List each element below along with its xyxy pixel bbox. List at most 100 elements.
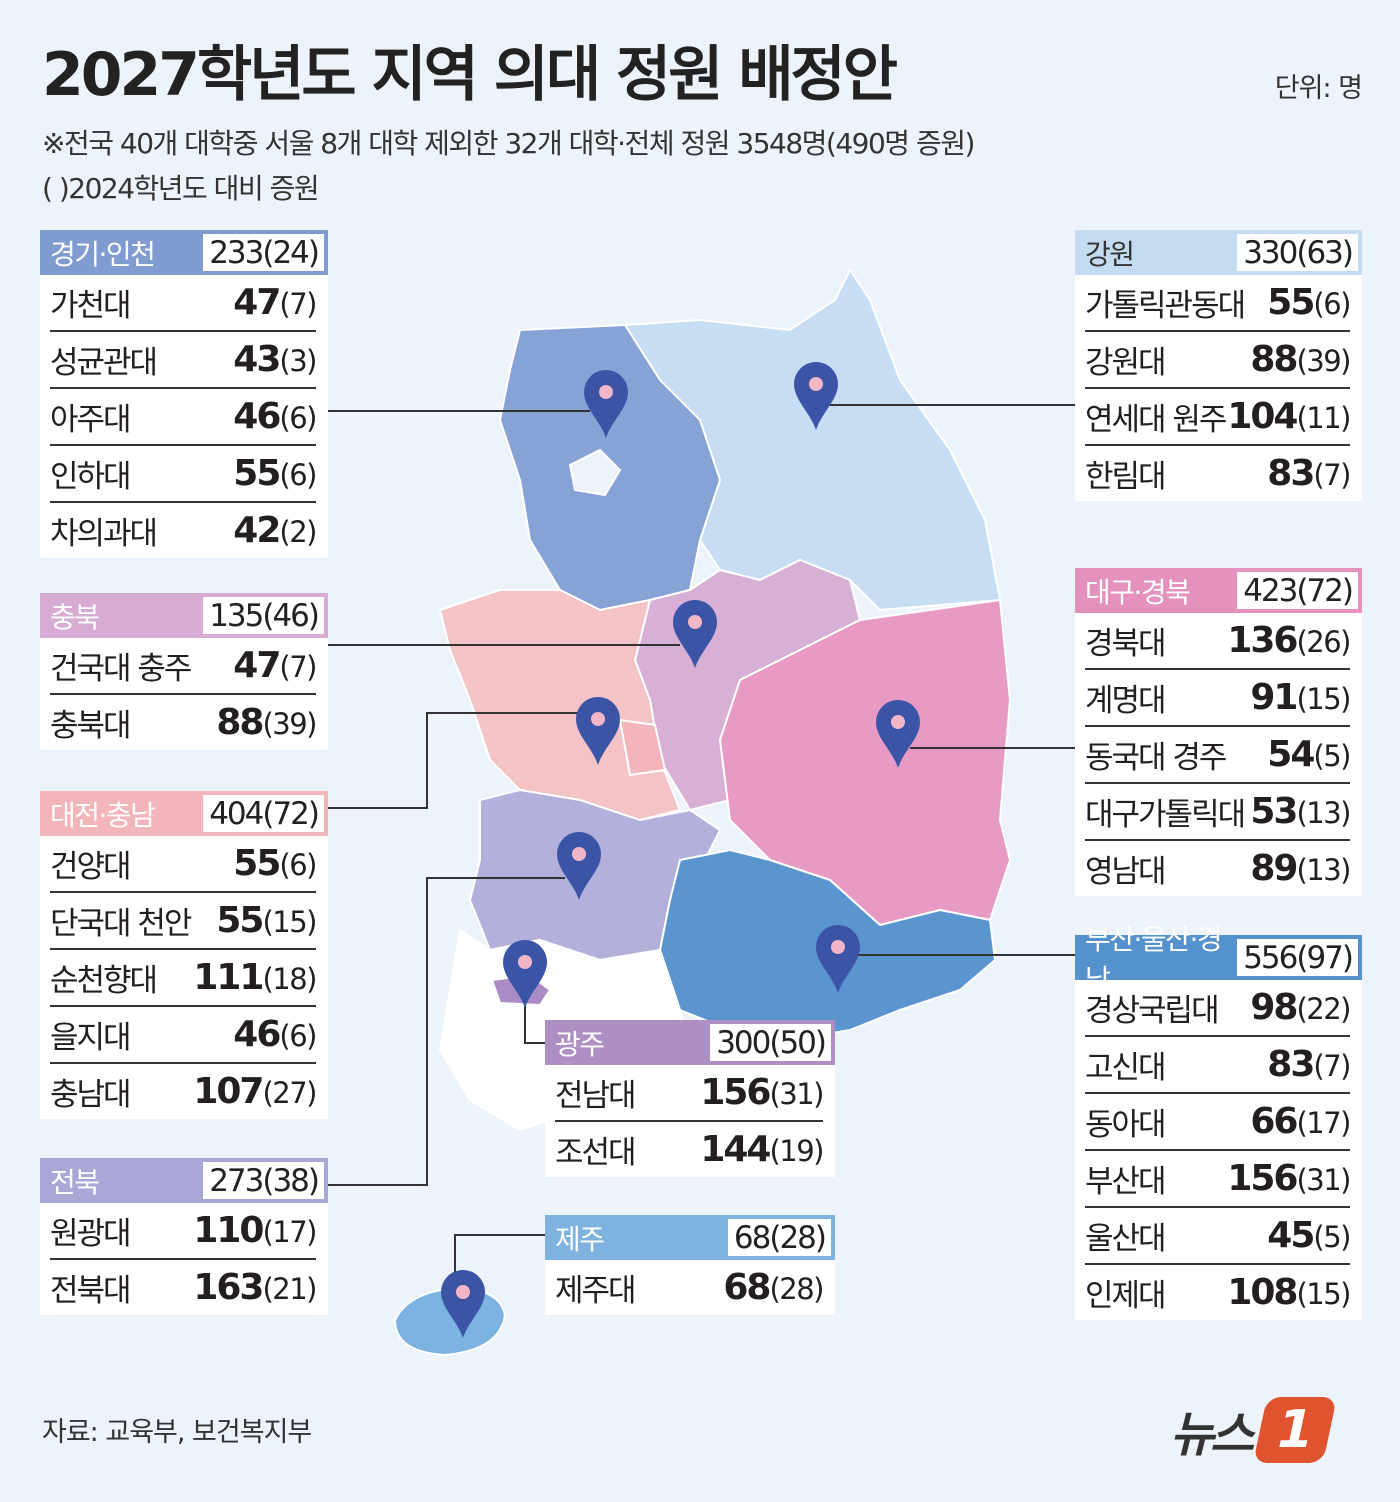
school-name: 영남대: [1085, 854, 1167, 890]
quota-increase: (31): [769, 1077, 824, 1111]
school-row: 영남대 89(13): [1085, 841, 1351, 896]
total-increase: (38): [262, 1162, 320, 1199]
region-chungnam: [438, 589, 682, 822]
school-quota: 55(6): [233, 843, 317, 884]
source-label: 자료: 교육부, 보건복지부: [42, 1417, 312, 1448]
school-row: 부산대 156(31): [1085, 1151, 1351, 1208]
school-name: 건국대 충주: [50, 651, 192, 687]
school-quota: 98(22): [1250, 987, 1351, 1028]
quota-value: 108: [1227, 1272, 1298, 1313]
region-name: 대구·경북: [1085, 575, 1191, 609]
school-name: 가톨릭관동대: [1085, 288, 1246, 324]
leader-line-gwangju: [524, 1000, 545, 1044]
school-name: 대구가톨릭대: [1085, 797, 1246, 833]
quota-increase: (6): [1313, 287, 1351, 321]
quota-increase: (19): [769, 1134, 824, 1168]
total-value: 273: [209, 1162, 264, 1199]
region-total: 423 (72): [1237, 572, 1358, 609]
region-box-jeju: 제주 68 (28) 제주대 68(28): [545, 1215, 835, 1315]
quota-increase: (2): [279, 515, 317, 549]
school-row: 단국대 천안 55(15): [50, 893, 317, 950]
total-value: 68: [733, 1219, 771, 1256]
school-name: 충북대: [50, 708, 132, 744]
school-quota: 55(6): [233, 453, 317, 494]
school-row: 고신대 83(7): [1085, 1037, 1351, 1094]
school-name: 순천향대: [50, 963, 158, 999]
quota-value: 98: [1250, 987, 1298, 1028]
total-increase: (24): [262, 234, 320, 271]
region-box-jeonbuk: 전북 273 (38) 원광대 110(17) 전북대 163(21): [40, 1158, 328, 1315]
school-name: 성균관대: [50, 345, 158, 381]
quota-value: 55: [233, 843, 281, 884]
school-row: 을지대 46(6): [50, 1007, 317, 1064]
school-name: 울산대: [1085, 1221, 1167, 1257]
quota-increase: (7): [1313, 458, 1351, 492]
subtitle-line: ( )2024학년도 대비 증원: [42, 172, 320, 205]
quota-increase: (39): [262, 707, 317, 741]
school-row: 가천대 47(7): [50, 275, 317, 332]
quota-value: 46: [233, 1014, 281, 1055]
school-quota: 47(7): [233, 645, 317, 686]
subtitle-line: ※전국 40개 대학중 서울 8개 대학 제외한 32개 대학·전체 정원 35…: [42, 127, 975, 160]
region-name: 부산·울산·경남: [1085, 922, 1223, 996]
school-quota: 144(19): [700, 1129, 824, 1170]
quota-increase: (26): [1296, 625, 1351, 659]
location-pin-icon: [503, 940, 547, 1008]
region-total: 233 (24): [203, 234, 324, 271]
school-row: 경북대 136(26): [1085, 613, 1351, 670]
total-increase: (97): [1296, 939, 1354, 976]
school-quota: 53(13): [1250, 791, 1351, 832]
total-increase: (46): [262, 597, 320, 634]
school-name: 단국대 천안: [50, 906, 192, 942]
region-total: 135 (46): [203, 597, 324, 634]
quota-value: 104: [1227, 396, 1298, 437]
school-quota: 163(21): [193, 1267, 317, 1308]
quota-value: 66: [1250, 1101, 1298, 1142]
quota-value: 46: [233, 396, 281, 437]
school-name: 계명대: [1085, 683, 1167, 719]
quota-value: 88: [216, 702, 264, 743]
school-row: 전남대 156(31): [555, 1065, 824, 1122]
quota-increase: (15): [1296, 1277, 1351, 1311]
school-name: 인하대: [50, 459, 132, 495]
quota-increase: (6): [279, 401, 317, 435]
school-row: 강원대 88(39): [1085, 332, 1351, 389]
school-quota: 156(31): [1227, 1158, 1351, 1199]
region-name: 광주: [555, 1027, 605, 1061]
region-header: 강원 330 (63): [1075, 230, 1362, 275]
location-pin-icon: [576, 697, 620, 765]
quota-value: 156: [700, 1072, 771, 1113]
school-row: 충북대 88(39): [50, 695, 317, 750]
quota-increase: (31): [1296, 1163, 1351, 1197]
quota-increase: (6): [279, 848, 317, 882]
region-total: 330 (63): [1237, 234, 1358, 271]
region-box-chungbuk: 충북 135 (46) 건국대 충주 47(7) 충북대 88(39): [40, 593, 328, 750]
quota-increase: (6): [279, 1019, 317, 1053]
region-name: 제주: [555, 1222, 605, 1256]
leader-lines: [328, 404, 1075, 1290]
region-daejeon: [618, 718, 667, 777]
school-quota: 88(39): [216, 702, 317, 743]
quota-increase: (7): [1313, 1049, 1351, 1083]
location-pin-icon: [673, 600, 717, 668]
quota-value: 136: [1227, 620, 1298, 661]
quota-value: 83: [1267, 453, 1315, 494]
school-quota: 54(5): [1267, 734, 1351, 775]
quota-value: 55: [1267, 282, 1315, 323]
school-name: 원광대: [50, 1216, 132, 1252]
region-header: 대구·경북 423 (72): [1075, 568, 1362, 613]
quota-increase: (7): [279, 287, 317, 321]
school-quota: 43(3): [233, 339, 317, 380]
location-pin-icon: [584, 370, 628, 438]
region-total: 68 (28): [727, 1219, 831, 1256]
logo-text: 뉴스: [1170, 1407, 1254, 1463]
region-name: 충북: [50, 600, 100, 634]
region-header: 광주 300 (50): [545, 1020, 835, 1065]
region-name: 대전·충남: [50, 798, 156, 832]
school-row: 연세대 원주 104(11): [1085, 389, 1351, 446]
school-row: 순천향대 111(18): [50, 950, 317, 1007]
quota-value: 89: [1250, 848, 1298, 889]
total-value: 556: [1243, 939, 1298, 976]
school-row: 동아대 66(17): [1085, 1094, 1351, 1151]
school-name: 인제대: [1085, 1278, 1167, 1314]
